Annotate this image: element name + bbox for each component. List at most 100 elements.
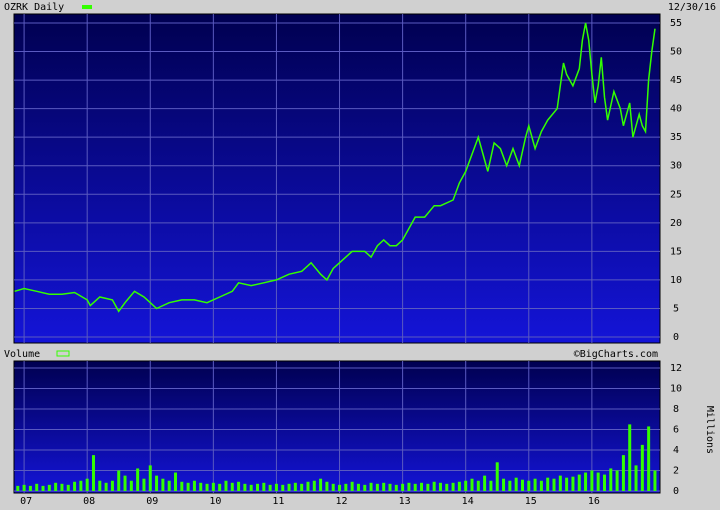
volume-bar: [224, 480, 228, 491]
volume-bar: [533, 478, 537, 491]
volume-bar: [104, 482, 108, 491]
volume-bar: [464, 480, 468, 491]
volume-bar: [325, 481, 329, 491]
volume-bar: [256, 483, 260, 491]
legend-volume: Volume: [4, 349, 40, 360]
volume-bar: [293, 482, 297, 491]
volume-bar: [66, 484, 70, 491]
volume-bar: [98, 480, 102, 491]
volume-bar: [110, 480, 114, 491]
volume-bar: [268, 484, 272, 491]
price-panel: [13, 13, 661, 344]
volume-bar: [546, 477, 550, 491]
volume-bar: [28, 485, 32, 491]
y-tick-label: 0: [673, 486, 679, 497]
volume-bar: [22, 484, 26, 491]
x-tick-label: 14: [462, 496, 474, 507]
volume-bar: [634, 465, 638, 491]
volume-bar: [344, 483, 348, 491]
legend-swatch: [82, 5, 92, 9]
volume-bar: [205, 483, 209, 491]
volume-bar: [615, 470, 619, 491]
volume-bar: [262, 482, 266, 491]
y-tick-label: 0: [673, 332, 679, 343]
y-tick-label: 6: [673, 425, 679, 436]
volume-bar: [602, 474, 606, 491]
y-tick-label: 55: [670, 18, 682, 29]
y-tick-label: 5: [673, 303, 679, 314]
volume-bar: [47, 484, 51, 491]
volume-bar: [413, 483, 417, 491]
volume-bar: [489, 480, 493, 491]
volume-bar: [155, 475, 159, 491]
y-tick-label: 40: [670, 104, 682, 115]
volume-bar: [230, 482, 234, 491]
volume-bar: [148, 465, 152, 491]
y-tick-label: 30: [670, 161, 682, 172]
volume-bar: [596, 472, 600, 491]
volume-bar: [79, 480, 83, 491]
y-tick-label: 45: [670, 75, 682, 86]
volume-bar: [495, 462, 499, 491]
volume-bar: [331, 483, 335, 491]
volume-bar: [186, 482, 190, 491]
volume-bar: [388, 483, 392, 491]
date: 12/30/16: [668, 2, 716, 13]
price-line: [14, 22, 656, 313]
x-tick-label: 12: [336, 496, 348, 507]
y-tick-label: 10: [670, 275, 682, 286]
volume-bar: [211, 482, 215, 491]
volume-bar: [514, 477, 518, 491]
volume-bar: [394, 484, 398, 491]
x-tick-label: 09: [146, 496, 158, 507]
volume-bar: [85, 478, 89, 491]
volume-bar: [142, 478, 146, 491]
volume-bar: [520, 479, 524, 491]
volume-bar: [136, 468, 140, 491]
y-tick-label: 4: [673, 445, 679, 456]
volume-bar: [609, 468, 613, 491]
volume-bar: [338, 484, 342, 491]
volume-panel: [13, 360, 661, 494]
volume-bar: [363, 484, 367, 491]
x-tick-label: 07: [20, 496, 32, 507]
volume-bar: [628, 424, 632, 491]
volume-bar: [401, 483, 405, 491]
volume-bar: [312, 480, 316, 491]
volume-bar: [167, 480, 171, 491]
y-tick-label: 15: [670, 246, 682, 257]
volume-bar: [382, 482, 386, 491]
volume-bar: [16, 485, 20, 491]
volume-bar: [287, 483, 291, 491]
y-tick-label: 20: [670, 218, 682, 229]
volume-bar: [281, 484, 285, 491]
volume-bar: [174, 472, 177, 491]
volume-bar: [243, 483, 247, 491]
y-tick-label: 50: [670, 47, 682, 58]
volume-bar: [60, 483, 64, 491]
x-tick-label: 11: [272, 496, 284, 507]
y-tick-label: 8: [673, 404, 679, 415]
y-tick-label: 35: [670, 132, 682, 143]
volume-bar: [300, 483, 304, 491]
volume-bar: [319, 478, 323, 491]
volume-bar: [129, 480, 133, 491]
x-tick-label: 08: [83, 496, 95, 507]
volume-bar: [356, 483, 360, 491]
y-axis-label: Millions: [704, 406, 715, 454]
volume-bar: [180, 481, 184, 491]
volume-bar: [432, 481, 436, 491]
legend-price: OZRK Daily: [4, 2, 64, 13]
x-tick-label: 10: [209, 496, 221, 507]
volume-bar: [508, 480, 512, 491]
x-tick-label: 15: [525, 496, 537, 507]
y-tick-label: 12: [670, 363, 682, 374]
volume-bar: [640, 444, 644, 491]
volume-bar: [199, 482, 203, 491]
volume-bar: [621, 455, 625, 491]
volume-bar: [445, 483, 449, 491]
volume-bar: [161, 478, 165, 491]
volume-bar: [653, 470, 657, 491]
volume-bar: [249, 484, 253, 491]
